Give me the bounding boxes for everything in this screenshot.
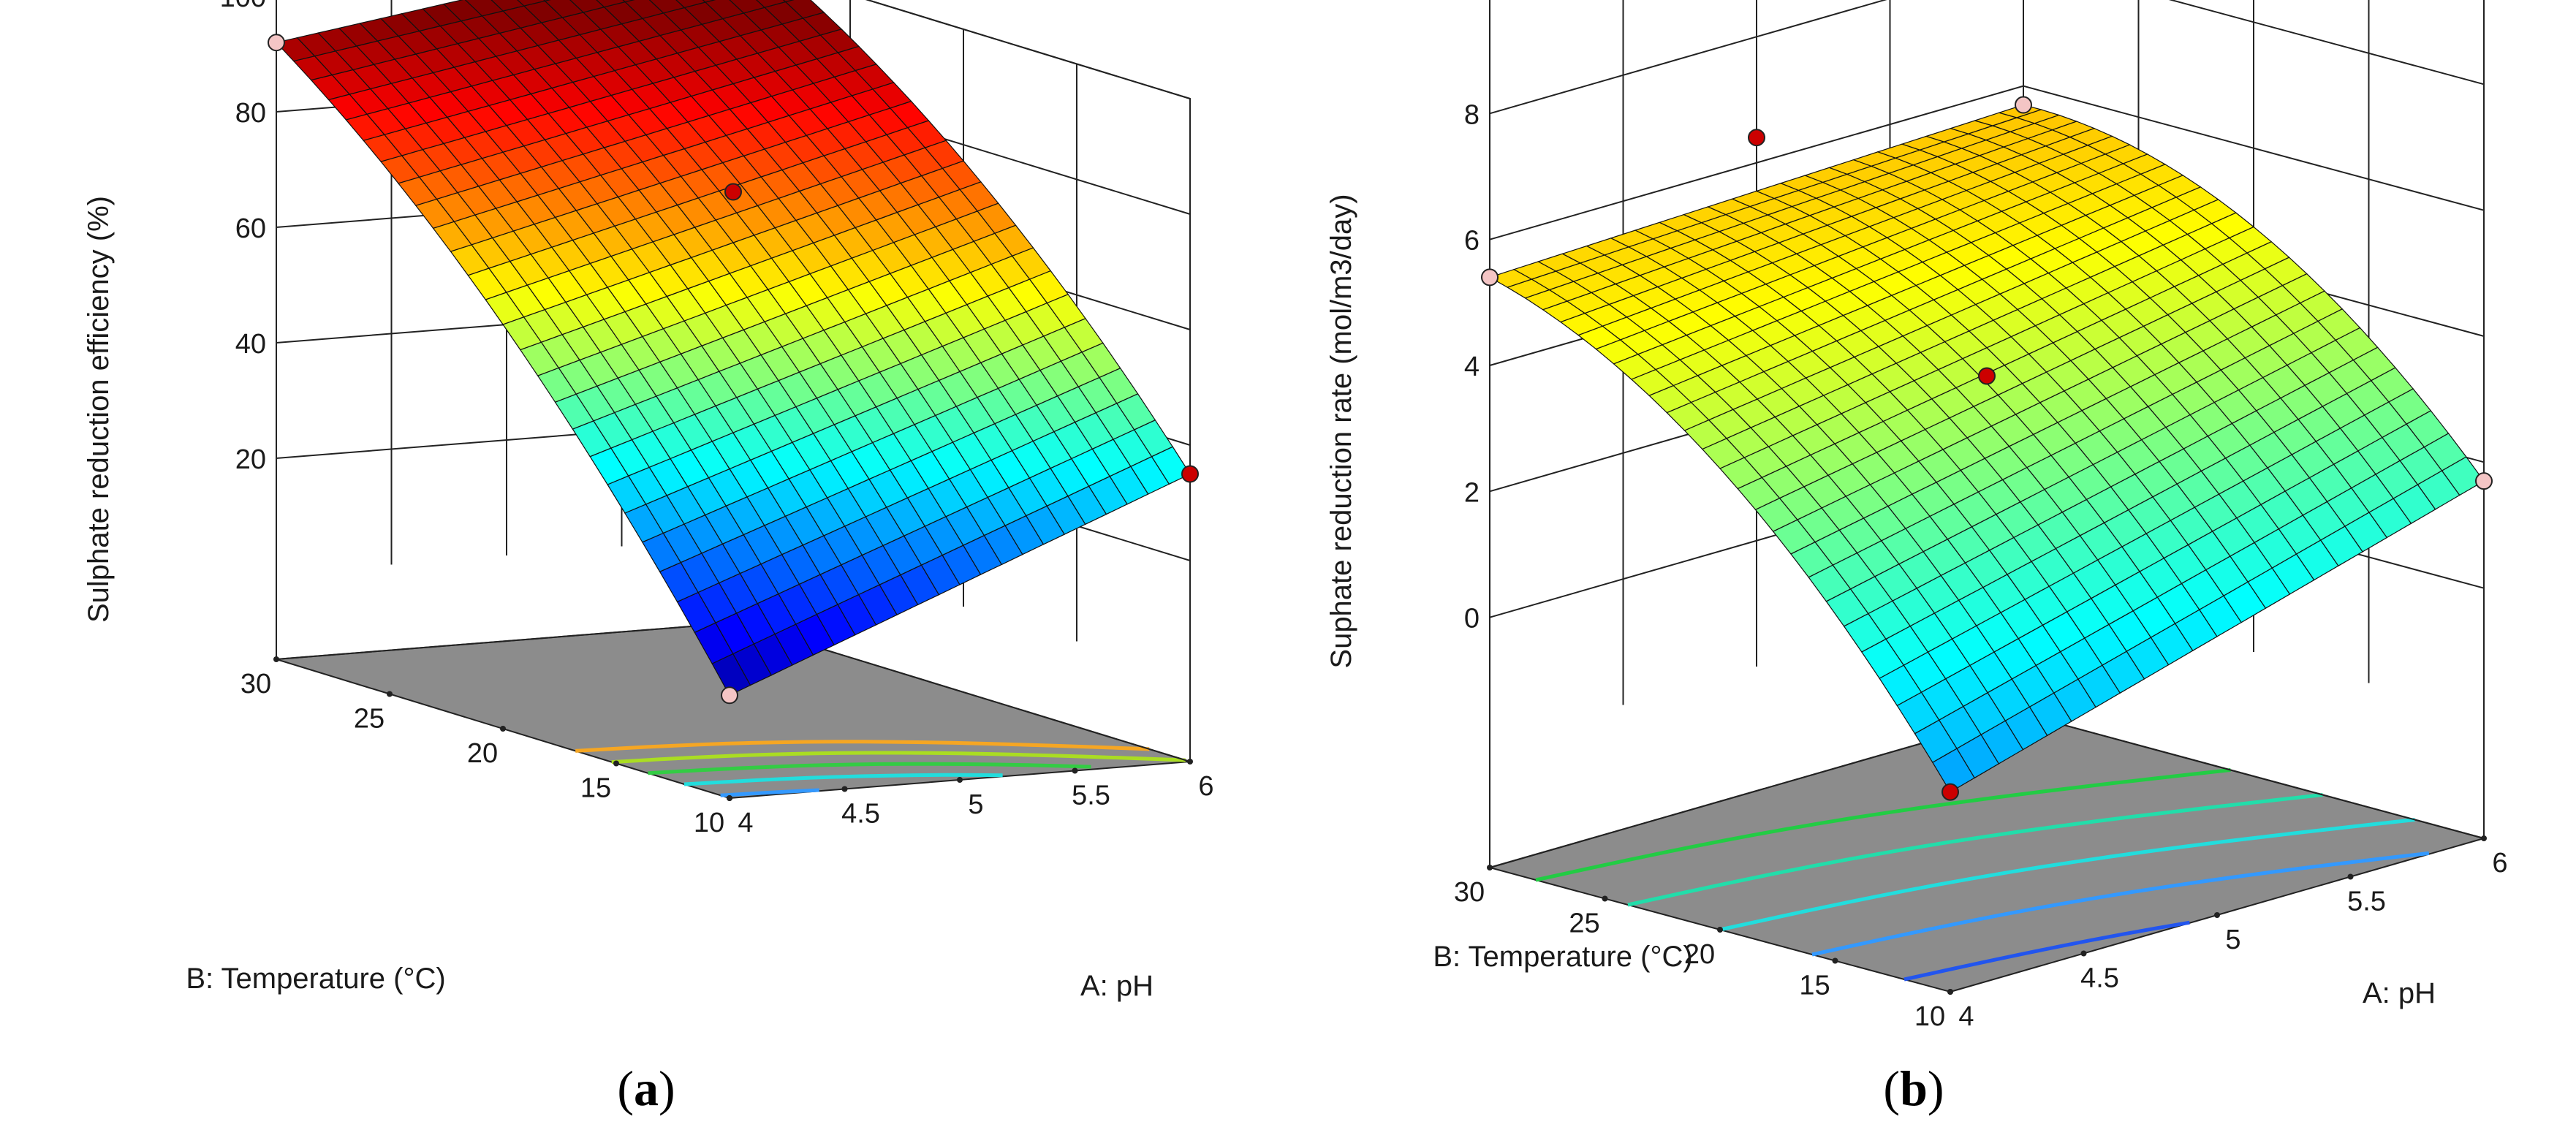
x-tick-label: 4.5: [2080, 963, 2119, 994]
contour-line: [1903, 920, 2190, 982]
x-tick-mark: [957, 777, 963, 783]
panel-label-b: (b): [1883, 1061, 1944, 1116]
z-gridline: [1489, 0, 2485, 115]
design-point: [1481, 268, 1499, 287]
x-tick-mark: [2080, 950, 2087, 957]
x-tick-mark: [2214, 912, 2220, 918]
surface-cell: [784, 0, 825, 19]
z-tick-label: 40: [235, 329, 266, 360]
z-tick-label: 100: [220, 0, 266, 13]
contour-line: [683, 773, 1003, 786]
surface-cell: [624, 0, 664, 19]
y-tick-mark: [613, 760, 619, 767]
z-tick-label: 2: [1464, 477, 1480, 508]
surface-cell: [569, 0, 605, 13]
design-point: [1942, 783, 1959, 801]
panel-a: 4 4.5 5 5.5 6 10 15 20 25 30 20 40 60 80 100 Sulphate…: [83, 0, 1214, 1116]
y-tick-label: 30: [240, 669, 271, 699]
z-axis-label: Suphate reduction rate (mol/m3/day): [1325, 194, 1357, 668]
x-tick-label: 5.5: [2347, 887, 2386, 917]
x-tick-mark: [2347, 873, 2354, 880]
surface-cell: [543, 0, 551, 1]
surface-cell: [544, 0, 585, 18]
contour-line: [1719, 818, 2415, 932]
design-point: [724, 183, 742, 201]
y-tick-mark: [1947, 989, 1953, 995]
panel-b: 4 4.5 5 5.5 6 10 15 20 25 30 0 2 4 6 8 10 Suphate redu…: [1325, 0, 2508, 1116]
x-tick-mark: [841, 786, 848, 792]
surface-cell: [517, 0, 546, 7]
design-point: [721, 686, 738, 705]
surface-cell: [756, 0, 787, 8]
surface-cell: [648, 0, 686, 14]
surface-cell: [490, 0, 526, 12]
surface-cell: [464, 0, 504, 17]
y-tick-mark: [1717, 927, 1723, 933]
y-tick-label: 10: [1914, 1001, 1945, 1032]
y-tick-mark: [387, 691, 393, 697]
surface-cell: [702, 0, 716, 3]
y-tick-label: 30: [1454, 877, 1485, 908]
z-tick-label: 0: [1464, 604, 1480, 634]
y-tick-mark: [1602, 895, 1608, 902]
panel-label-a: (a): [617, 1061, 675, 1116]
x-tick-label: 4: [738, 808, 753, 838]
y-tick-mark: [500, 726, 506, 732]
z-gridline: [865, 0, 1191, 99]
contour-line: [1535, 768, 2231, 882]
design-point: [1181, 465, 1199, 483]
x-axis-label: A: pH: [2363, 977, 2436, 1009]
y-tick-label: 15: [580, 773, 611, 804]
y-tick-label: 25: [354, 704, 384, 735]
y-axis-label: B: Temperature (°C): [186, 963, 445, 995]
z-tick-label: 80: [235, 98, 266, 129]
x-tick-label: 6: [1198, 771, 1213, 802]
z-axis-label: Sulphate reduction efficiency (%): [83, 196, 115, 623]
y-axis-label: B: Temperature (°C): [1433, 941, 1692, 973]
surface-cell: [729, 0, 766, 14]
y-tick-label: 25: [1569, 908, 1599, 939]
contour-line: [720, 788, 819, 797]
design-point: [2015, 96, 2032, 114]
y-tick-mark: [1832, 957, 1838, 964]
x-tick-label: 5: [2225, 925, 2240, 955]
surface-cell: [596, 0, 626, 8]
x-tick-label: 5.5: [1072, 781, 1110, 811]
design-point: [2475, 472, 2493, 490]
z-tick-label: 10: [1449, 0, 1480, 4]
surface-cell: [675, 0, 707, 9]
x-tick-label: 4: [1958, 1001, 1974, 1032]
surface-cell: [622, 0, 635, 3]
z-tick-label: 8: [1464, 99, 1480, 130]
y-tick-label: 10: [694, 808, 724, 838]
contour-line: [611, 751, 1186, 765]
x-tick-label: 5: [968, 789, 983, 820]
z-tick-label: 6: [1464, 226, 1480, 257]
contour-line: [575, 740, 1150, 753]
x-tick-mark: [1072, 767, 1078, 774]
x-axis-label: A: pH: [1080, 970, 1153, 1002]
contour-line: [1811, 851, 2430, 957]
z-tick-label: 60: [235, 213, 266, 244]
x-tick-label: 6: [2492, 848, 2507, 879]
z-tick-label: 20: [235, 444, 266, 475]
contour-line: [648, 762, 1091, 775]
contour-line: [1627, 793, 2323, 907]
y-tick-label: 20: [467, 738, 498, 769]
design-point: [1748, 129, 1765, 147]
design-point: [268, 34, 285, 52]
y-tick-mark: [727, 795, 732, 801]
x-tick-label: 4.5: [841, 799, 880, 830]
y-tick-label: 15: [1799, 971, 1830, 1001]
z-tick-label: 4: [1464, 352, 1480, 382]
design-point: [1978, 367, 1996, 385]
y-tick-label: 20: [1684, 939, 1715, 970]
surface-cell: [783, 0, 795, 3]
surface-cell: [442, 0, 483, 22]
